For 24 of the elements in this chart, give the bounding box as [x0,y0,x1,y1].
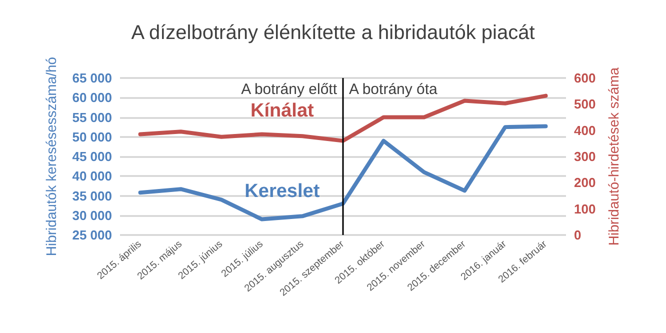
y2-tick-label: 200 [574,175,596,190]
y-tick-label: 45 000 [72,149,112,164]
series-label: Kínálat [250,100,315,122]
annotation: A botrány előtt [241,81,338,98]
y2-tick-label: 500 [574,96,596,112]
y2-axis-title: Hibridautó-hirdetések száma [606,67,622,246]
y-tick-label: 30 000 [72,208,112,223]
y-tick-label: 65 000 [72,70,112,86]
annotation: A botrány óta [349,81,438,98]
line-series [138,124,548,222]
y-tick-label: 55 000 [72,110,112,125]
y-tick-label: 35 000 [72,188,112,204]
chart-title: A dízelbotrány élénkítette a hibridautók piacát [131,22,536,44]
y-tick-label: 25 000 [72,228,112,242]
y-tick-label: 50 000 [72,129,112,144]
series-label: Kereslet [244,181,320,202]
y-axis-title: Hibridautók keresésesszáma/hó [43,56,59,256]
y2-tick-label: 600 [574,70,596,86]
y2-tick-label: 100 [574,201,596,216]
y2-tick-label: 0 [574,228,582,242]
y-tick-label: 60 000 [72,90,112,106]
y-tick-label: 40 000 [72,168,112,184]
y2-tick-label: 400 [574,122,596,138]
y2-tick-label: 300 [574,149,596,164]
